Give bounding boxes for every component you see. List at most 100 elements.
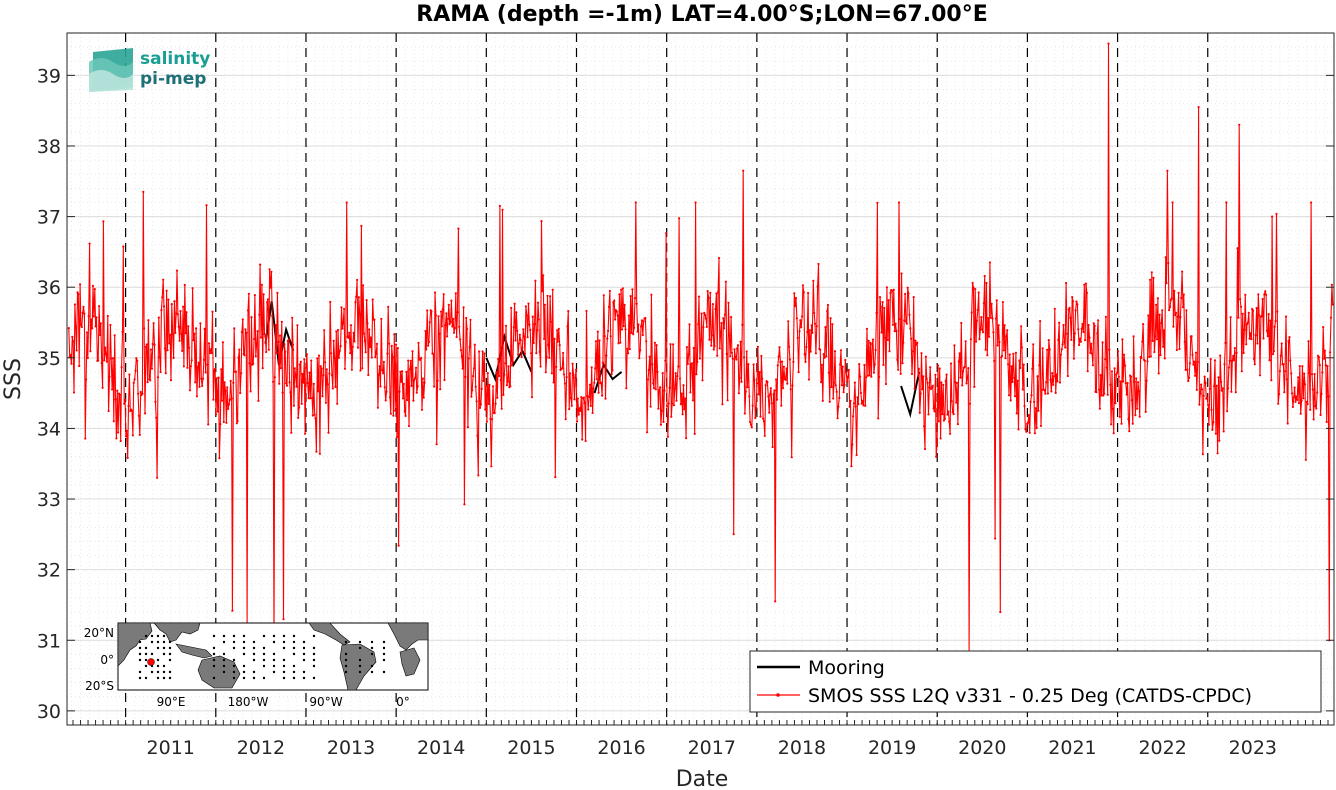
smos-data-point bbox=[956, 423, 960, 426]
smos-data-point bbox=[534, 279, 537, 282]
smos-data-point bbox=[948, 420, 951, 423]
smos-data-point bbox=[1277, 402, 1280, 405]
smos-data-point bbox=[1092, 322, 1095, 325]
smos-data-point bbox=[955, 401, 958, 404]
smos-data-point bbox=[1167, 261, 1170, 265]
mooring-dot bbox=[292, 640, 296, 644]
smos-data-point bbox=[664, 359, 667, 362]
smos-data-point bbox=[947, 410, 950, 413]
smos-data-point bbox=[919, 392, 922, 395]
smos-data-point bbox=[349, 324, 353, 327]
smos-data-point bbox=[1047, 339, 1050, 342]
smos-data-point bbox=[333, 357, 336, 360]
smos-data-point bbox=[585, 309, 588, 313]
smos-data-point bbox=[531, 315, 534, 318]
mooring-dot bbox=[272, 664, 276, 668]
smos-data-point bbox=[1110, 370, 1114, 373]
smos-data-point bbox=[295, 385, 298, 388]
smos-data-point bbox=[935, 455, 938, 458]
smos-data-point bbox=[437, 315, 440, 318]
smos-data-point bbox=[965, 382, 968, 385]
smos-data-point bbox=[1108, 348, 1111, 351]
smos-data-point bbox=[704, 317, 708, 320]
smos-data-point bbox=[1007, 363, 1010, 366]
smos-data-point bbox=[434, 314, 437, 317]
smos-data-point bbox=[954, 381, 957, 384]
smos-data-point bbox=[377, 373, 380, 376]
smos-data-point bbox=[710, 344, 713, 347]
smos-data-point bbox=[1111, 407, 1114, 411]
smos-data-point bbox=[840, 384, 844, 387]
mooring-dot bbox=[150, 652, 154, 656]
smos-data-point bbox=[202, 358, 205, 361]
smos-data-point bbox=[303, 358, 306, 361]
smos-data-point bbox=[535, 352, 538, 355]
smos-data-point bbox=[1174, 311, 1178, 314]
smos-data-point bbox=[789, 388, 792, 391]
smos-data-point bbox=[681, 413, 684, 416]
smos-data-point bbox=[93, 288, 96, 291]
smos-data-point bbox=[1159, 354, 1162, 357]
smos-data-point bbox=[516, 329, 519, 332]
smos-data-point bbox=[988, 261, 992, 264]
smos-data-point bbox=[545, 356, 548, 359]
smos-data-point bbox=[472, 367, 476, 370]
smos-data-point bbox=[199, 322, 202, 325]
smos-data-point bbox=[334, 385, 337, 388]
smos-data-point bbox=[441, 308, 444, 311]
smos-data-point bbox=[182, 305, 185, 308]
smos-data-point bbox=[544, 371, 547, 374]
smos-data-point bbox=[537, 318, 541, 321]
smos-data-point bbox=[78, 364, 81, 368]
smos-data-point bbox=[640, 319, 644, 322]
smos-data-point bbox=[979, 328, 982, 331]
smos-data-point bbox=[203, 327, 206, 330]
smos-data-point bbox=[856, 396, 859, 399]
smos-data-point bbox=[1257, 293, 1260, 296]
smos-data-point bbox=[274, 324, 277, 327]
smos-data-point bbox=[1279, 354, 1282, 357]
smos-data-point bbox=[922, 375, 925, 378]
smos-data-point bbox=[614, 318, 617, 321]
smos-data-point bbox=[762, 417, 765, 420]
smos-data-point bbox=[491, 385, 495, 388]
smos-data-point bbox=[934, 373, 937, 376]
smos-data-point bbox=[134, 369, 137, 372]
smos-data-point bbox=[562, 351, 565, 355]
smos-data-point bbox=[749, 420, 752, 424]
plot-frame bbox=[66, 32, 1335, 726]
smos-data-point bbox=[1107, 42, 1110, 45]
smos-data-point bbox=[580, 396, 583, 399]
mooring-dot bbox=[144, 676, 148, 680]
smos-data-point bbox=[969, 338, 973, 341]
smos-data-point bbox=[1114, 402, 1117, 405]
mooring-dot bbox=[370, 670, 374, 674]
smos-data-point bbox=[1036, 375, 1039, 378]
smos-data-point bbox=[1032, 343, 1035, 346]
smos-data-point bbox=[983, 274, 986, 278]
mooring-dot bbox=[358, 658, 362, 662]
smos-data-point bbox=[1153, 350, 1156, 354]
smos-data-point bbox=[214, 367, 217, 370]
mooring-dot bbox=[144, 652, 148, 656]
smos-data-point bbox=[1122, 380, 1125, 383]
smos-data-point bbox=[764, 384, 767, 387]
smos-data-point bbox=[172, 356, 175, 359]
smos-data-point bbox=[1220, 380, 1223, 383]
smos-data-point bbox=[361, 367, 364, 370]
smos-data-point bbox=[1238, 123, 1241, 126]
smos-data-point bbox=[832, 397, 835, 400]
smos-data-point bbox=[981, 331, 985, 334]
smos-data-point bbox=[166, 349, 169, 352]
smos-data-point bbox=[249, 390, 252, 393]
smos-data-point bbox=[220, 368, 223, 371]
mooring-dot bbox=[222, 658, 226, 662]
smos-data-point bbox=[174, 331, 177, 334]
smos-data-point bbox=[171, 333, 174, 336]
smos-data-point bbox=[851, 443, 854, 446]
smos-data-point bbox=[133, 378, 136, 381]
mooring-dot bbox=[162, 646, 166, 650]
smos-data-point bbox=[569, 397, 573, 400]
smos-data-point bbox=[594, 340, 598, 343]
smos-data-point bbox=[549, 295, 552, 298]
